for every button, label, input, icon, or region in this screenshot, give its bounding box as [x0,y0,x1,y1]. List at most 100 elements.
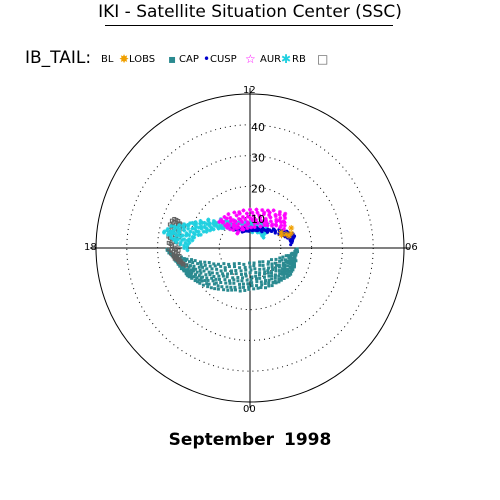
cap-point [270,277,274,281]
aur-point [228,215,233,220]
cap-point [282,276,286,280]
cap-point [205,282,209,286]
cap-point [195,276,199,280]
cap-point [219,281,223,285]
aur-point [283,216,288,221]
cap-point [210,271,214,275]
cap-point [185,268,189,272]
aur-point [243,217,248,222]
cap-point [238,282,242,286]
cap-point [233,265,237,269]
cusp-point [250,228,255,233]
aur-point [244,211,249,216]
aur-point [252,225,257,230]
rb-point [182,237,187,242]
aur-point [226,212,231,217]
aur-point [248,207,253,212]
radial-tick-label: 10 [251,213,265,226]
cap-point [288,260,292,264]
cap-point [210,267,214,271]
cusp-point [289,243,293,247]
cap-point [277,269,281,273]
cap-point [225,275,229,279]
cap-point [249,278,253,282]
cap-point [261,263,265,267]
cap-point [232,281,236,285]
cap-point [205,267,209,271]
cap-point [213,264,217,268]
cap-point [281,262,285,266]
cap-point [222,288,226,292]
cap-point [232,262,236,266]
cap-point [208,273,212,277]
unnamed-point [168,247,173,252]
aur-point [246,222,251,227]
cap-point [261,260,265,264]
aur-point [231,227,236,232]
cap-point [250,281,254,285]
cap-point [270,271,274,275]
cusp-point [270,229,274,233]
cap-point [283,263,287,267]
cap-point [191,261,195,265]
cap-point [263,272,267,276]
cap-point [266,262,270,266]
cap-point [222,262,226,266]
data-layer [162,207,300,293]
cap-point [266,269,270,273]
aur-point [245,226,250,231]
clock-label-left: 18 [84,242,97,253]
legend-label-cusp: CUSP [210,54,237,65]
cap-point [207,270,211,274]
cap-point [277,274,281,278]
unnamed-point [169,243,174,248]
cap-point [283,271,287,275]
cap-point [233,288,237,292]
cap-point [270,284,274,288]
cap-point [247,285,251,289]
cap-point [291,253,295,257]
cap-point [212,275,216,279]
cap-point [224,281,228,285]
radial-tick-label: 20 [251,182,265,195]
aur-point [277,212,282,217]
cap-point [252,287,256,291]
cap-point [266,271,270,275]
cap-point [206,278,210,282]
cap-point [205,276,209,280]
cap-point [192,264,196,268]
cap-point [289,257,293,261]
cap-point [258,267,262,271]
unnamed-point [180,262,185,267]
cap-point [252,261,256,265]
cap-point [223,278,227,282]
cap-point [207,261,211,265]
cap-point [200,279,204,283]
cap-point [210,276,214,280]
cap-point [193,279,197,283]
cap-point [281,255,285,259]
cap-point [262,275,266,279]
cap-point [294,251,298,255]
legend-label-rb: RB [292,54,306,65]
cap-point [223,268,227,272]
aur-point [282,223,287,228]
cap-point [212,262,216,266]
cap-point [197,265,201,269]
chart-title: IKI - Satellite Situation Center (SSC) [98,2,402,22]
cusp-point [290,240,294,244]
cap-point [284,260,288,264]
cap-point [220,285,224,289]
cap-point [234,269,238,273]
cap-point [196,280,200,284]
cap-point [278,259,282,263]
aur-point [271,208,276,213]
cap-point [243,288,247,292]
grid-circle-20 [187,185,313,311]
cap-point [184,264,188,268]
cap-point [277,263,281,267]
date-caption: September 1998 [168,430,332,450]
legend-symbol-extra: □ [317,52,329,66]
cap-point [274,269,278,273]
cap-point [294,253,298,257]
